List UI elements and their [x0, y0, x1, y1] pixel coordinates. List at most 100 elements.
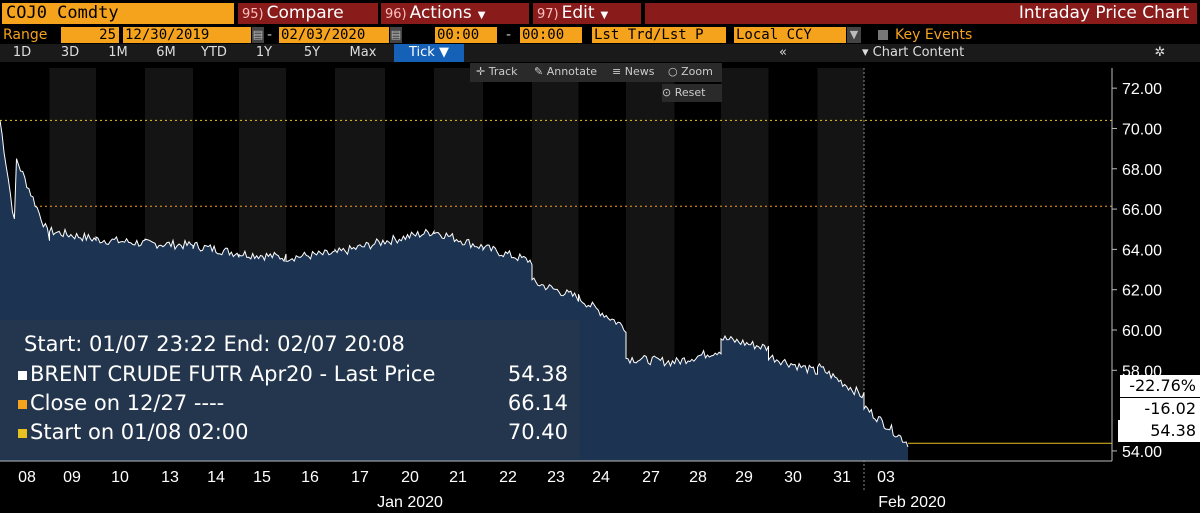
pct-change-label: -22.76% — [1120, 375, 1200, 397]
edit-number: 97) — [537, 7, 559, 22]
range-label: Range — [3, 27, 48, 43]
y-tick-label: 70.00 — [1122, 121, 1162, 138]
legend-series-value: 70.40 — [507, 420, 568, 444]
chevron-down-icon[interactable]: ▼ — [847, 27, 861, 43]
y-tick-label: 72.00 — [1122, 81, 1162, 98]
track-label: Track — [488, 65, 518, 78]
x-tick-label: 09 — [63, 469, 81, 486]
x-tick-label: 30 — [784, 469, 802, 486]
chart-content-button[interactable]: ▾ Chart Content — [862, 44, 1002, 62]
x-group-label: Feb 2020 — [878, 494, 946, 511]
x-tick-label: 15 — [253, 469, 271, 486]
x-tick-label: 20 — [401, 469, 419, 486]
legend-series-last-price: BRENT CRUDE FUTR Apr20 - Last Price — [18, 362, 435, 386]
header-bar: COJ0 Comdty 95) Compare 96) Actions ▼ 97) Ed… — [0, 0, 1200, 26]
chevron-down-icon: ▼ — [600, 10, 609, 21]
chevron-down-icon: ▼ — [438, 45, 449, 60]
x-tick-label: 13 — [161, 469, 179, 486]
period-6m[interactable]: 6M — [156, 45, 176, 60]
key-events-checkbox[interactable] — [878, 30, 888, 40]
calendar-icon[interactable]: ▤ — [390, 27, 402, 43]
price-line — [0, 120, 909, 448]
chart-content-label: Chart Content — [872, 45, 965, 60]
legend-series-label: Start on 01/08 02:00 — [30, 420, 249, 444]
range-separator: - — [267, 27, 273, 43]
period-max[interactable]: Max — [349, 45, 377, 60]
period-5y[interactable]: 5Y — [303, 45, 321, 60]
period-1m[interactable]: 1M — [108, 45, 128, 60]
gear-icon[interactable]: ✲ — [1154, 45, 1166, 60]
zoom-button[interactable]: ○ Zoom — [668, 65, 713, 78]
collapse-left-icon[interactable]: « — [779, 45, 787, 60]
legend-series-start: Start on 01/08 02:00 — [18, 420, 249, 444]
chevron-down-icon: ▾ — [862, 45, 869, 60]
y-axis: 72.0070.0068.0066.0064.0062.0060.0058.00… — [1111, 68, 1162, 461]
start-date-field[interactable]: 12/30/2019 — [123, 27, 251, 43]
period-1d[interactable]: 1D — [12, 45, 32, 60]
x-tick-label: 31 — [833, 469, 851, 486]
period-row: 1D 3D 1M 6M YTD 1Y 5Y Max Tick ▼ « ▾ Cha… — [0, 44, 1200, 62]
y-tick-label: 66.00 — [1122, 202, 1162, 219]
bars-field[interactable]: 25 — [61, 27, 119, 43]
start-time-field[interactable]: 00:00 — [435, 27, 497, 43]
period-3d[interactable]: 3D — [60, 45, 80, 60]
magnifier-icon: ○ — [668, 65, 678, 78]
news-label: News — [624, 65, 655, 78]
y-tick-label: 64.00 — [1122, 242, 1162, 259]
x-tick-label: 14 — [207, 469, 225, 486]
news-icon: ≡ — [612, 65, 622, 78]
crosshair-icon: ✛ — [476, 65, 486, 78]
y-tick-label: 60.00 — [1122, 323, 1162, 340]
period-1y[interactable]: 1Y — [255, 45, 273, 60]
legend-swatch — [18, 428, 27, 438]
annotate-label: Annotate — [546, 65, 598, 78]
legend-series-label: Close on 12/27 ---- — [30, 391, 225, 415]
reset-icon: ⊙ — [662, 86, 672, 99]
x-group-label: Jan 2020 — [377, 494, 443, 511]
ticker-field[interactable]: COJ0 Comdty — [2, 3, 234, 24]
x-tick-label: 23 — [547, 469, 565, 486]
range-row: Range 25 12/30/2019 ▤ - 02/03/2020 ▤ 00:… — [0, 26, 1200, 44]
zoom-label: Zoom — [681, 65, 713, 78]
y-tick-label: 68.00 — [1122, 162, 1162, 179]
last-price-label: 54.38 — [1118, 420, 1200, 442]
legend-range-text: Start: 01/07 23:22 End: 02/07 20:08 — [24, 332, 405, 356]
news-button[interactable]: ≡ News — [612, 65, 654, 78]
x-tick-label: 16 — [301, 469, 319, 486]
end-date-field[interactable]: 02/03/2020 — [279, 27, 389, 43]
x-tick-label: 17 — [351, 469, 369, 486]
x-tick-label: 28 — [689, 469, 707, 486]
track-button[interactable]: ✛ Track — [476, 65, 518, 78]
actions-number: 96) — [385, 7, 407, 22]
tick-dropdown[interactable]: Tick ▼ — [394, 44, 464, 62]
actions-button[interactable]: 96) Actions ▼ — [381, 3, 529, 24]
x-tick-label: 21 — [449, 469, 467, 486]
edit-button[interactable]: 97) Edit ▼ — [533, 3, 641, 24]
price-field-select[interactable]: Lst Trd/Lst P — [592, 27, 726, 43]
edit-label: Edit — [561, 3, 595, 23]
end-time-field[interactable]: 00:00 — [520, 27, 582, 43]
tick-label: Tick — [409, 45, 435, 60]
reset-label: Reset — [674, 86, 706, 99]
calendar-icon[interactable]: ▤ — [252, 27, 264, 43]
x-axis: 08 09 10 13 14 15 16 17 20 21 22 23 24 27 28 29 30 31 03 Ja… — [0, 460, 1112, 511]
compare-button[interactable]: 95) Compare — [238, 3, 378, 24]
compare-number: 95) — [242, 7, 264, 22]
page-title: Intraday Price Chart — [645, 3, 1197, 24]
y-tick-label: 54.00 — [1122, 444, 1162, 461]
chart-toolbar: ✛ Track ✎ Annotate ≡ News ○ Zoom ⊙ Reset — [470, 63, 722, 103]
currency-select[interactable]: Local CCY — [734, 27, 846, 43]
abs-change-label: -16.02 — [1120, 398, 1200, 420]
chevron-down-icon: ▼ — [477, 10, 486, 21]
x-tick-label: 27 — [642, 469, 660, 486]
x-tick-label: 29 — [735, 469, 753, 486]
period-ytd[interactable]: YTD — [201, 45, 227, 60]
legend-swatch — [18, 399, 27, 409]
compare-label: Compare — [266, 3, 344, 23]
x-tick-label: 10 — [111, 469, 129, 486]
reset-button[interactable]: ⊙ Reset — [662, 84, 722, 102]
annotate-button[interactable]: ✎ Annotate — [534, 65, 597, 78]
pencil-icon: ✎ — [534, 65, 544, 78]
x-tick-label: 24 — [592, 469, 610, 486]
x-tick-label: 03 — [877, 469, 895, 486]
